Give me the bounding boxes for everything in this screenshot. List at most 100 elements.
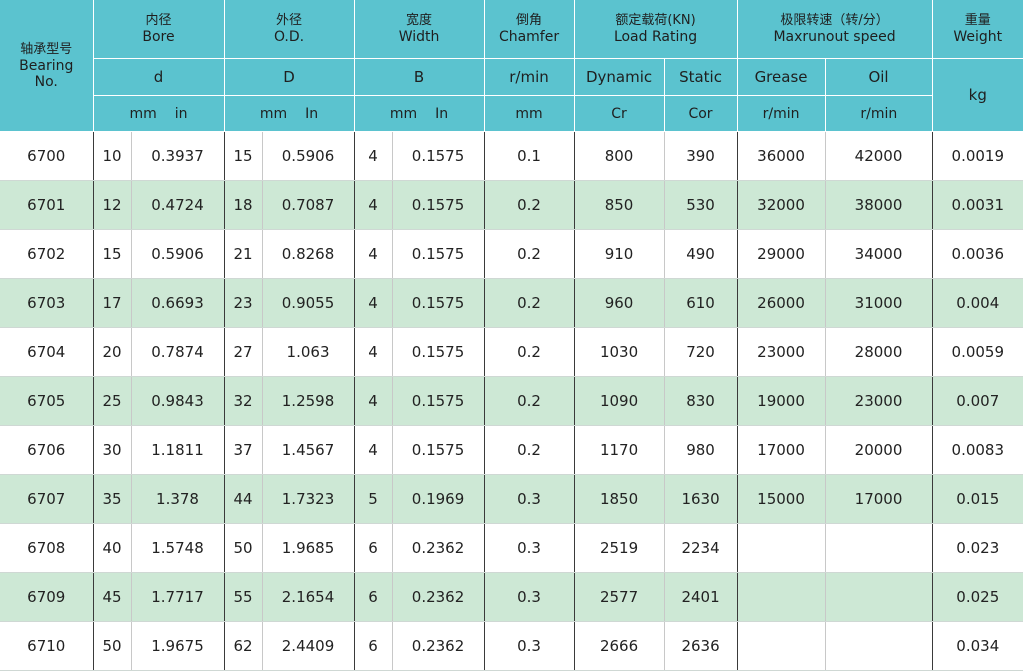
- grease-speed-cell: 23000: [737, 327, 826, 377]
- bore-mm-cell: 12: [93, 180, 132, 230]
- bearing-no-cell: 6710: [0, 621, 94, 671]
- static-label: Static: [664, 58, 738, 96]
- weight-cell: 0.0059: [932, 327, 1023, 377]
- bore-in-cell: 0.3937: [131, 131, 225, 181]
- bore-in-cell: 1.9675: [131, 621, 225, 671]
- weight-cell: 0.023: [932, 523, 1023, 573]
- grease-unit: r/min: [737, 95, 826, 132]
- grease-speed-cell: 26000: [737, 278, 826, 328]
- table-row: 6703 17 0.6693 23 0.9055 4 0.1575 0.2 960 610 2600…: [0, 278, 1023, 328]
- od-in-cell: 0.5906: [262, 131, 355, 181]
- width-en-label: Width: [398, 29, 440, 45]
- bearing-no-header: 轴承型号 Bearing No.: [0, 0, 94, 132]
- od-mm-cell: 23: [224, 278, 263, 328]
- od-mm-cell: 32: [224, 376, 263, 426]
- bore-mm-cell: 17: [93, 278, 132, 328]
- load-cn-label: 额定载荷(KN): [615, 13, 696, 28]
- chamfer-cell: 0.3: [484, 523, 575, 573]
- dynamic-cr-cell: 1090: [574, 376, 665, 426]
- width-unit-in: In: [435, 105, 449, 122]
- od-in-cell: 2.4409: [262, 621, 355, 671]
- width-header: 宽度 Width: [354, 0, 485, 59]
- chamfer-en-label: Chamfer: [498, 29, 560, 45]
- od-mm-cell: 62: [224, 621, 263, 671]
- bore-mm-cell: 20: [93, 327, 132, 377]
- bore-mm-cell: 15: [93, 229, 132, 279]
- chamfer-cell: 0.3: [484, 621, 575, 671]
- bore-in-cell: 0.6693: [131, 278, 225, 328]
- oil-speed-cell: 31000: [825, 278, 933, 328]
- chamfer-cell: 0.3: [484, 474, 575, 524]
- width-in-cell: 0.1575: [392, 327, 485, 377]
- weight-cell: 0.0019: [932, 131, 1023, 181]
- bearing-no-cell: 6707: [0, 474, 94, 524]
- od-mm-cell: 15: [224, 131, 263, 181]
- dynamic-cr-cell: 2577: [574, 572, 665, 622]
- chamfer-cell: 0.2: [484, 278, 575, 328]
- oil-label: Oil: [825, 58, 933, 96]
- speed-header: 极限转速（转/分） Maxrunout speed: [737, 0, 933, 59]
- bore-mm-cell: 10: [93, 131, 132, 181]
- bore-in-cell: 0.4724: [131, 180, 225, 230]
- speed-cn-label: 极限转速（转/分）: [780, 13, 889, 28]
- grease-speed-cell: 32000: [737, 180, 826, 230]
- od-in-cell: 2.1654: [262, 572, 355, 622]
- width-in-cell: 0.1575: [392, 376, 485, 426]
- weight-cell: 0.007: [932, 376, 1023, 426]
- chamfer-cn-label: 倒角: [516, 13, 543, 28]
- bearing-no-cell: 6705: [0, 376, 94, 426]
- width-mm-cell: 4: [354, 180, 393, 230]
- oil-speed-cell: 38000: [825, 180, 933, 230]
- bearing-no-cell: 6709: [0, 572, 94, 622]
- width-mm-cell: 4: [354, 425, 393, 475]
- od-in-cell: 1.7323: [262, 474, 355, 524]
- bearing-no-cell: 6706: [0, 425, 94, 475]
- table-row: 6706 30 1.1811 37 1.4567 4 0.1575 0.2 1170 980 170…: [0, 425, 1023, 475]
- static-cor-cell: 980: [664, 425, 738, 475]
- grease-speed-cell: 15000: [737, 474, 826, 524]
- bore-mm-cell: 35: [93, 474, 132, 524]
- od-in-cell: 1.2598: [262, 376, 355, 426]
- table-row: 6704 20 0.7874 27 1.063 4 0.1575 0.2 1030 720 2300…: [0, 327, 1023, 377]
- od-cn-label: 外径: [276, 13, 303, 28]
- dynamic-cr-cell: 2519: [574, 523, 665, 573]
- table-row: 6705 25 0.9843 32 1.2598 4 0.1575 0.2 1090 830 190…: [0, 376, 1023, 426]
- weight-cell: 0.015: [932, 474, 1023, 524]
- width-mm-cell: 4: [354, 229, 393, 279]
- speed-en-label: Maxrunout speed: [773, 29, 896, 45]
- static-cor-cell: 2401: [664, 572, 738, 622]
- width-in-cell: 0.1969: [392, 474, 485, 524]
- static-cor-cell: 530: [664, 180, 738, 230]
- bore-units: mm in: [93, 95, 225, 132]
- table-row: 6707 35 1.378 44 1.7323 5 0.1969 0.3 1850 1630 150…: [0, 474, 1023, 524]
- od-in-cell: 0.8268: [262, 229, 355, 279]
- static-cor-cell: 2234: [664, 523, 738, 573]
- bore-en-label: Bore: [142, 29, 175, 45]
- weight-cell: 0.0031: [932, 180, 1023, 230]
- width-in-cell: 0.1575: [392, 180, 485, 230]
- static-cor-cell: 720: [664, 327, 738, 377]
- weight-cn-label: 重量: [964, 13, 991, 28]
- width-in-cell: 0.2362: [392, 523, 485, 573]
- bore-in-cell: 1.5748: [131, 523, 225, 573]
- bore-mm-cell: 40: [93, 523, 132, 573]
- bore-in-cell: 1.378: [131, 474, 225, 524]
- bearing-no-cell: 6703: [0, 278, 94, 328]
- dynamic-cr-cell: 1850: [574, 474, 665, 524]
- weight-en-label: Weight: [953, 29, 1003, 45]
- cor-unit: Cor: [664, 95, 738, 132]
- od-mm-cell: 27: [224, 327, 263, 377]
- table-row: 6700 10 0.3937 15 0.5906 4 0.1575 0.1 800 390 3600…: [0, 131, 1023, 181]
- od-in-cell: 1.9685: [262, 523, 355, 573]
- oil-speed-cell: 23000: [825, 376, 933, 426]
- grease-speed-cell: 29000: [737, 229, 826, 279]
- chamfer-unit: mm: [484, 95, 575, 132]
- oil-speed-cell: [825, 523, 933, 573]
- load-rating-header: 额定载荷(KN) Load Rating: [574, 0, 738, 59]
- weight-cell: 0.0083: [932, 425, 1023, 475]
- bearing-no-cell: 6702: [0, 229, 94, 279]
- table-row: 6702 15 0.5906 21 0.8268 4 0.1575 0.2 910 490 2900…: [0, 229, 1023, 279]
- grease-speed-cell: [737, 621, 826, 671]
- dynamic-label: Dynamic: [574, 58, 665, 96]
- dynamic-cr-cell: 1170: [574, 425, 665, 475]
